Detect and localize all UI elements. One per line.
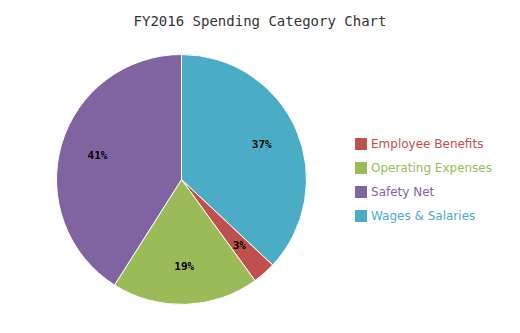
svg-text:3%: 3% xyxy=(233,239,247,252)
svg-text:41%: 41% xyxy=(88,149,108,162)
html-text:Operating Expenses: Operating Expenses xyxy=(371,160,492,175)
svg-text:37%: 37% xyxy=(252,138,272,151)
html-text:Employee Benefits: Employee Benefits xyxy=(371,136,484,151)
svg-text:19%: 19% xyxy=(174,260,194,273)
html-text:FY2016 Spending Category Chart: FY2016 Spending Category Chart xyxy=(133,13,387,29)
html-text:Wages & Salaries: Wages & Salaries xyxy=(371,208,476,223)
html-text:Safety Net: Safety Net xyxy=(371,184,435,199)
